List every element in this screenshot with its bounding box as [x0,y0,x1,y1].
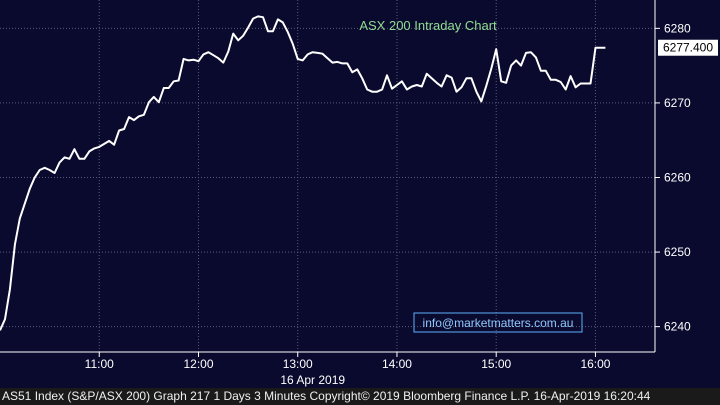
x-tick-label: 14:00 [382,357,412,371]
grid [0,0,655,352]
y-tick-label: 6260 [664,170,691,184]
x-tick-label: 16:00 [580,357,610,371]
y-tick-label: 6240 [664,320,691,334]
footer-text: AS51 Index (S&P/ASX 200) Graph 217 1 Day… [2,389,651,403]
y-tick-label: 6280 [664,21,691,35]
watermark-text: info@marketmatters.com.au [423,316,574,330]
plot-area [0,0,655,352]
x-date-label: 16 Apr 2019 [280,373,345,387]
last-value-label: 6277.400 [663,41,713,55]
watermark-box [413,312,583,333]
x-tick-label: 13:00 [283,357,313,371]
series-layer [0,15,606,331]
last-value-box [658,39,718,56]
x-axis: 11:00 12:00 13:00 14:00 15:00 16:00 16 Apr 201… [0,351,655,387]
x-tick-label: 12:00 [183,357,213,371]
y-tick-label: 6250 [664,245,691,259]
chart-title: ASX 200 Intraday Chart [359,18,497,33]
watermark: info@marketmatters.com.au [413,312,583,333]
chart: 6240 6250 6260 6270 6280 11:00 12:00 13:00 14:0… [0,0,718,387]
series-line [0,15,606,331]
x-tick-label: 11:00 [85,357,114,371]
y-axis: 6240 6250 6260 6270 6280 [654,0,691,352]
last-value-marker: 6277.400 [658,39,718,56]
x-tick-label: 15:00 [481,357,511,371]
footer-bar: AS51 Index (S&P/ASX 200) Graph 217 1 Day… [0,388,720,405]
y-tick-label: 6270 [664,96,691,110]
